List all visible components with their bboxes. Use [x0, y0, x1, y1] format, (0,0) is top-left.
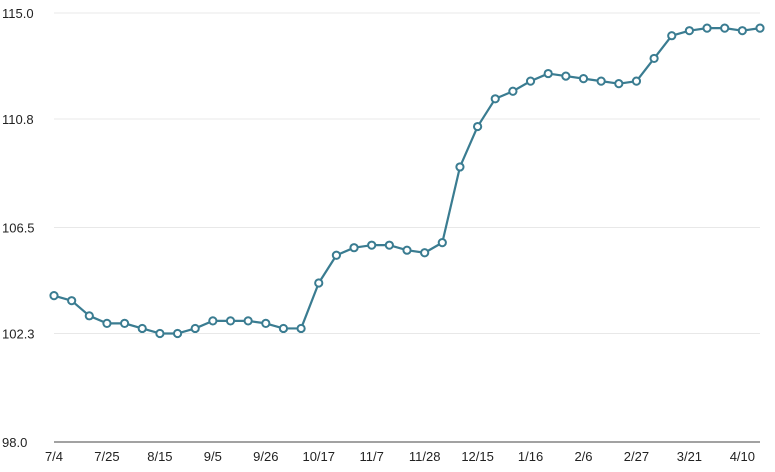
- y-tick-label: 98.0: [2, 435, 27, 450]
- data-point: [296, 323, 306, 334]
- data-point: [261, 318, 271, 328]
- data-point: [172, 328, 183, 339]
- data-point: [278, 323, 289, 334]
- data-point: [190, 323, 200, 334]
- data-point: [67, 296, 77, 306]
- x-tick-label: 2/27: [624, 449, 649, 464]
- data-point: [720, 23, 730, 33]
- y-tick-label: 106.5: [2, 221, 35, 236]
- data-point: [420, 248, 430, 258]
- data-point: [684, 26, 695, 36]
- x-tick-label: 1/16: [518, 449, 543, 464]
- gridlines: [54, 12, 760, 334]
- data-point: [155, 328, 165, 339]
- data-point: [367, 240, 377, 250]
- data-point: [120, 318, 130, 328]
- x-axis-ticks: 7/4 7/25 8/15 9/5 9/26 10/17 11/7 11/28 12/15 1/1…: [45, 449, 755, 464]
- data-point: [667, 31, 677, 41]
- x-tick-label: 11/7: [360, 449, 384, 464]
- x-tick-label: 10/17: [302, 449, 335, 464]
- data-point: [755, 23, 765, 33]
- data-point: [137, 323, 147, 334]
- data-point: [614, 79, 624, 89]
- data-point: [402, 245, 412, 255]
- data-point: [561, 71, 571, 81]
- data-point: [649, 53, 659, 64]
- data-point: [455, 162, 465, 172]
- x-tick-label: 11/28: [409, 449, 441, 464]
- data-point: [102, 318, 112, 328]
- data-point: [384, 240, 394, 250]
- data-point: [225, 316, 236, 326]
- x-tick-label: 7/4: [45, 449, 63, 464]
- data-point: [525, 76, 536, 86]
- data-point: [737, 26, 747, 36]
- y-tick-label: 110.8: [2, 112, 34, 127]
- y-axis-ticks: 98.0 102.3 106.5 110.8 115.0: [2, 6, 35, 450]
- data-point: [596, 76, 606, 86]
- data-point: [578, 74, 589, 84]
- x-tick-label: 12/15: [461, 449, 494, 464]
- data-point: [631, 76, 642, 86]
- data-point: [331, 250, 341, 260]
- data-point: [208, 316, 218, 326]
- data-point: [349, 243, 359, 253]
- data-point: [543, 68, 553, 79]
- data-point: [702, 23, 712, 33]
- data-point: [84, 311, 94, 321]
- series-line: [53, 27, 761, 335]
- data-point: [243, 316, 253, 326]
- data-point: [508, 86, 518, 96]
- series-group: [49, 23, 765, 339]
- x-tick-label: 7/25: [94, 449, 119, 464]
- x-tick-label: 3/21: [677, 449, 702, 464]
- y-tick-label: 115.0: [2, 6, 34, 21]
- x-tick-label: 2/6: [574, 449, 592, 464]
- y-tick-label: 102.3: [2, 326, 35, 341]
- x-tick-label: 9/26: [253, 449, 278, 464]
- x-tick-label: 4/10: [730, 449, 755, 464]
- data-point: [49, 291, 59, 301]
- data-point: [473, 121, 483, 132]
- data-point: [490, 94, 500, 104]
- data-point: [437, 238, 447, 248]
- x-tick-label: 8/15: [147, 449, 172, 464]
- data-point: [314, 278, 324, 288]
- x-tick-label: 9/5: [204, 449, 222, 464]
